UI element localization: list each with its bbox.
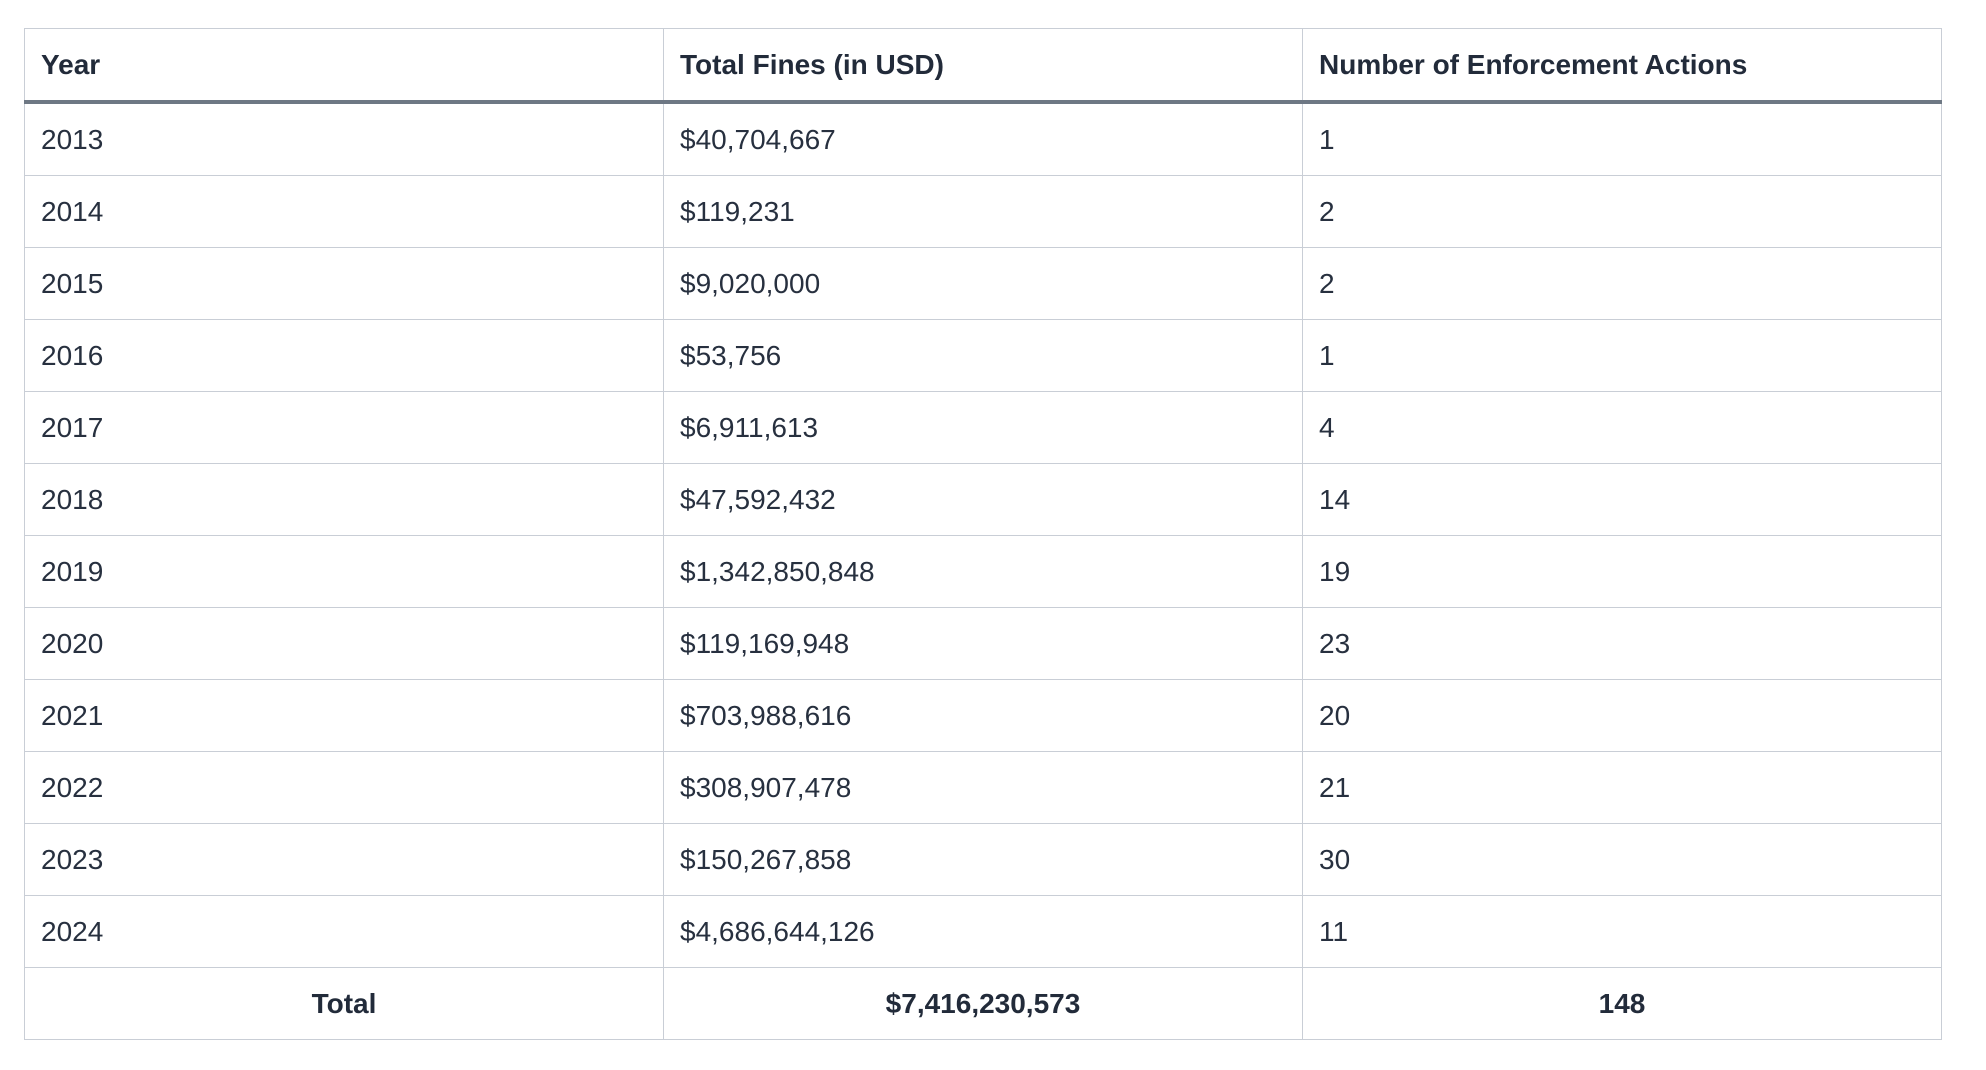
table-row: 2019 $1,342,850,848 19 <box>24 535 1942 608</box>
year-cell: 2015 <box>24 247 664 320</box>
enforcement-actions-cell: 11 <box>1302 895 1942 968</box>
table-row: 2020 $119,169,948 23 <box>24 607 1942 680</box>
fines-table-container: Year Total Fines (in USD) Number of Enfo… <box>24 28 1942 1040</box>
year-cell: 2019 <box>24 535 664 608</box>
year-cell: 2024 <box>24 895 664 968</box>
table-row: 2022 $308,907,478 21 <box>24 751 1942 824</box>
enforcement-actions-cell: 2 <box>1302 247 1942 320</box>
table-row: 2021 $703,988,616 20 <box>24 679 1942 752</box>
year-cell: 2022 <box>24 751 664 824</box>
year-cell: 2016 <box>24 319 664 392</box>
year-cell: 2021 <box>24 679 664 752</box>
total-label: Total <box>24 967 664 1040</box>
total-fines-cell: $308,907,478 <box>663 751 1303 824</box>
total-row: Total $7,416,230,573 148 <box>24 967 1942 1040</box>
total-fines-cell: $703,988,616 <box>663 679 1303 752</box>
table-row: 2016 $53,756 1 <box>24 319 1942 392</box>
enforcement-actions-cell: 19 <box>1302 535 1942 608</box>
table-row: 2014 $119,231 2 <box>24 175 1942 248</box>
year-cell: 2020 <box>24 607 664 680</box>
table-row: 2017 $6,911,613 4 <box>24 391 1942 464</box>
table-row: 2023 $150,267,858 30 <box>24 823 1942 896</box>
total-fines-cell: $6,911,613 <box>663 391 1303 464</box>
column-header-total-fines: Total Fines (in USD) <box>663 28 1303 104</box>
enforcement-actions-cell: 21 <box>1302 751 1942 824</box>
enforcement-actions-cell: 2 <box>1302 175 1942 248</box>
table-row: 2015 $9,020,000 2 <box>24 247 1942 320</box>
enforcement-actions-cell: 1 <box>1302 101 1942 176</box>
enforcement-actions-cell: 1 <box>1302 319 1942 392</box>
enforcement-actions-cell: 23 <box>1302 607 1942 680</box>
table-body: 2013 $40,704,667 1 2014 $119,231 2 2015 $9,020,… <box>24 101 1942 968</box>
year-cell: 2014 <box>24 175 664 248</box>
table-row: 2013 $40,704,667 1 <box>24 101 1942 176</box>
total-fines-cell: $9,020,000 <box>663 247 1303 320</box>
column-header-year: Year <box>24 28 664 104</box>
total-fines-cell: $119,231 <box>663 175 1303 248</box>
table-row: 2018 $47,592,432 14 <box>24 463 1942 536</box>
total-fines-cell: $119,169,948 <box>663 607 1303 680</box>
total-actions-value: 148 <box>1302 967 1942 1040</box>
total-fines-cell: $150,267,858 <box>663 823 1303 896</box>
fines-by-year-table: Year Total Fines (in USD) Number of Enfo… <box>24 28 1942 1040</box>
total-fines-value: $7,416,230,573 <box>663 967 1303 1040</box>
table-row: 2024 $4,686,644,126 11 <box>24 895 1942 968</box>
total-fines-cell: $1,342,850,848 <box>663 535 1303 608</box>
table-header: Year Total Fines (in USD) Number of Enfo… <box>24 28 1942 104</box>
total-fines-cell: $4,686,644,126 <box>663 895 1303 968</box>
header-row: Year Total Fines (in USD) Number of Enfo… <box>24 28 1942 104</box>
enforcement-actions-cell: 4 <box>1302 391 1942 464</box>
year-cell: 2013 <box>24 101 664 176</box>
enforcement-actions-cell: 30 <box>1302 823 1942 896</box>
table-footer: Total $7,416,230,573 148 <box>24 967 1942 1040</box>
column-header-enforcement-actions: Number of Enforcement Actions <box>1302 28 1942 104</box>
year-cell: 2017 <box>24 391 664 464</box>
enforcement-actions-cell: 20 <box>1302 679 1942 752</box>
year-cell: 2023 <box>24 823 664 896</box>
total-fines-cell: $53,756 <box>663 319 1303 392</box>
enforcement-actions-cell: 14 <box>1302 463 1942 536</box>
total-fines-cell: $47,592,432 <box>663 463 1303 536</box>
year-cell: 2018 <box>24 463 664 536</box>
total-fines-cell: $40,704,667 <box>663 101 1303 176</box>
